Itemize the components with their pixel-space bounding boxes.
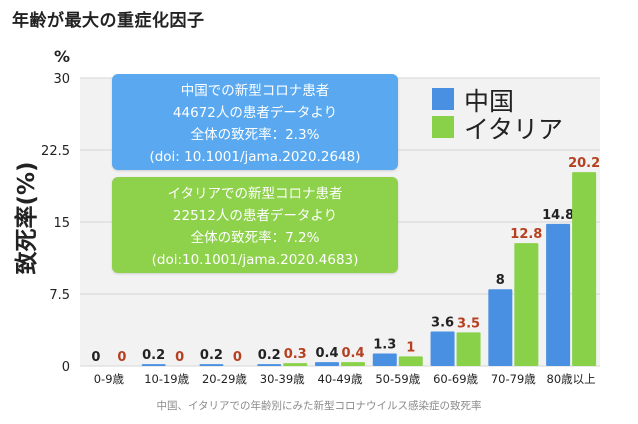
china-info-line1: 中国での新型コロナ患者 — [180, 83, 330, 99]
y-axis-label: 致死率(%) — [13, 161, 40, 274]
y-tick-label: 30 — [53, 72, 70, 87]
data-label-italy: 0.3 — [284, 347, 307, 362]
italy-info-box: イタリアでの新型コロナ患者 22512人の患者データより 全体の致死率：7.2%… — [112, 177, 398, 273]
x-tick-label: 30-39歳 — [260, 372, 305, 386]
bar-italy — [514, 243, 539, 366]
data-label-china: 14.8 — [542, 208, 574, 223]
data-label-china: 0.2 — [258, 348, 281, 363]
bar-italy — [572, 172, 597, 366]
bar-italy — [456, 332, 481, 366]
x-tick-label: 20-29歳 — [202, 372, 247, 386]
data-label-italy: 0 — [175, 350, 184, 365]
bar-italy — [341, 362, 365, 366]
bar-italy — [283, 363, 308, 366]
x-tick-label: 50-59歳 — [375, 372, 420, 386]
data-label-italy: 1 — [406, 340, 415, 355]
data-label-italy: 3.5 — [457, 316, 480, 331]
y-unit-label: % — [54, 47, 70, 66]
x-tick-label: 80歳以上 — [547, 372, 596, 386]
bar-china — [372, 353, 397, 366]
x-tick-label: 10-19歳 — [144, 372, 189, 386]
data-label-china: 0.4 — [315, 346, 338, 361]
china-info-line3: 全体の致死率：2.3% — [190, 127, 320, 143]
data-label-italy: 0 — [233, 350, 242, 365]
china-info-box: 中国での新型コロナ患者 44672人の患者データより 全体の致死率：2.3% (… — [112, 74, 398, 170]
chart-caption: 中国、イタリアでの年齢別にみた新型コロナウイルス感染症の致死率 — [156, 400, 482, 412]
italy-info-line3: 全体の致死率：7.2% — [190, 230, 320, 246]
data-label-italy: 0 — [117, 350, 126, 365]
italy-info-line1: イタリアでの新型コロナ患者 — [167, 186, 343, 202]
italy-info-line2: 22512人の患者データより — [172, 208, 338, 224]
china-info-line2: 44672人の患者データより — [172, 105, 338, 121]
bar-china — [430, 331, 455, 366]
y-tick-label: 22.5 — [41, 144, 70, 159]
bar-china — [488, 289, 513, 366]
bar-china — [257, 364, 282, 366]
data-label-china: 0 — [91, 350, 100, 365]
y-tick-label: 15 — [53, 216, 70, 231]
bar-italy — [398, 356, 423, 366]
bar-china — [546, 223, 571, 366]
legend-label-italy: イタリア — [464, 115, 564, 144]
page-title: 年齢が最大の重症化因子 — [12, 11, 205, 31]
x-tick-label: 40-49歳 — [318, 372, 363, 386]
legend-label-china: 中国 — [464, 87, 515, 116]
data-label-china: 1.3 — [373, 338, 396, 353]
x-tick-label: 70-79歳 — [491, 372, 536, 386]
data-label-china: 0.2 — [200, 348, 223, 363]
italy-info-line4: (doi:10.1001/jama.2020.4683) — [151, 252, 359, 268]
y-tick-label: 0 — [62, 360, 70, 375]
x-tick-label: 0-9歳 — [94, 372, 125, 386]
data-label-italy: 12.8 — [510, 227, 542, 242]
legend-swatch-china — [432, 88, 454, 110]
data-label-china: 3.6 — [431, 315, 454, 330]
bar-china — [141, 364, 166, 366]
bar-china — [199, 364, 224, 366]
data-label-china: 0.2 — [142, 348, 165, 363]
china-info-line4: (doi: 10.1001/jama.2020.2648) — [149, 149, 361, 165]
y-tick-label: 7.5 — [49, 288, 70, 303]
data-label-italy: 20.2 — [568, 156, 600, 171]
bar-china — [315, 362, 339, 366]
data-label-italy: 0.4 — [341, 346, 364, 361]
legend-swatch-italy — [432, 116, 454, 138]
x-tick-label: 60-69歳 — [433, 372, 478, 386]
data-label-china: 8 — [496, 273, 505, 288]
